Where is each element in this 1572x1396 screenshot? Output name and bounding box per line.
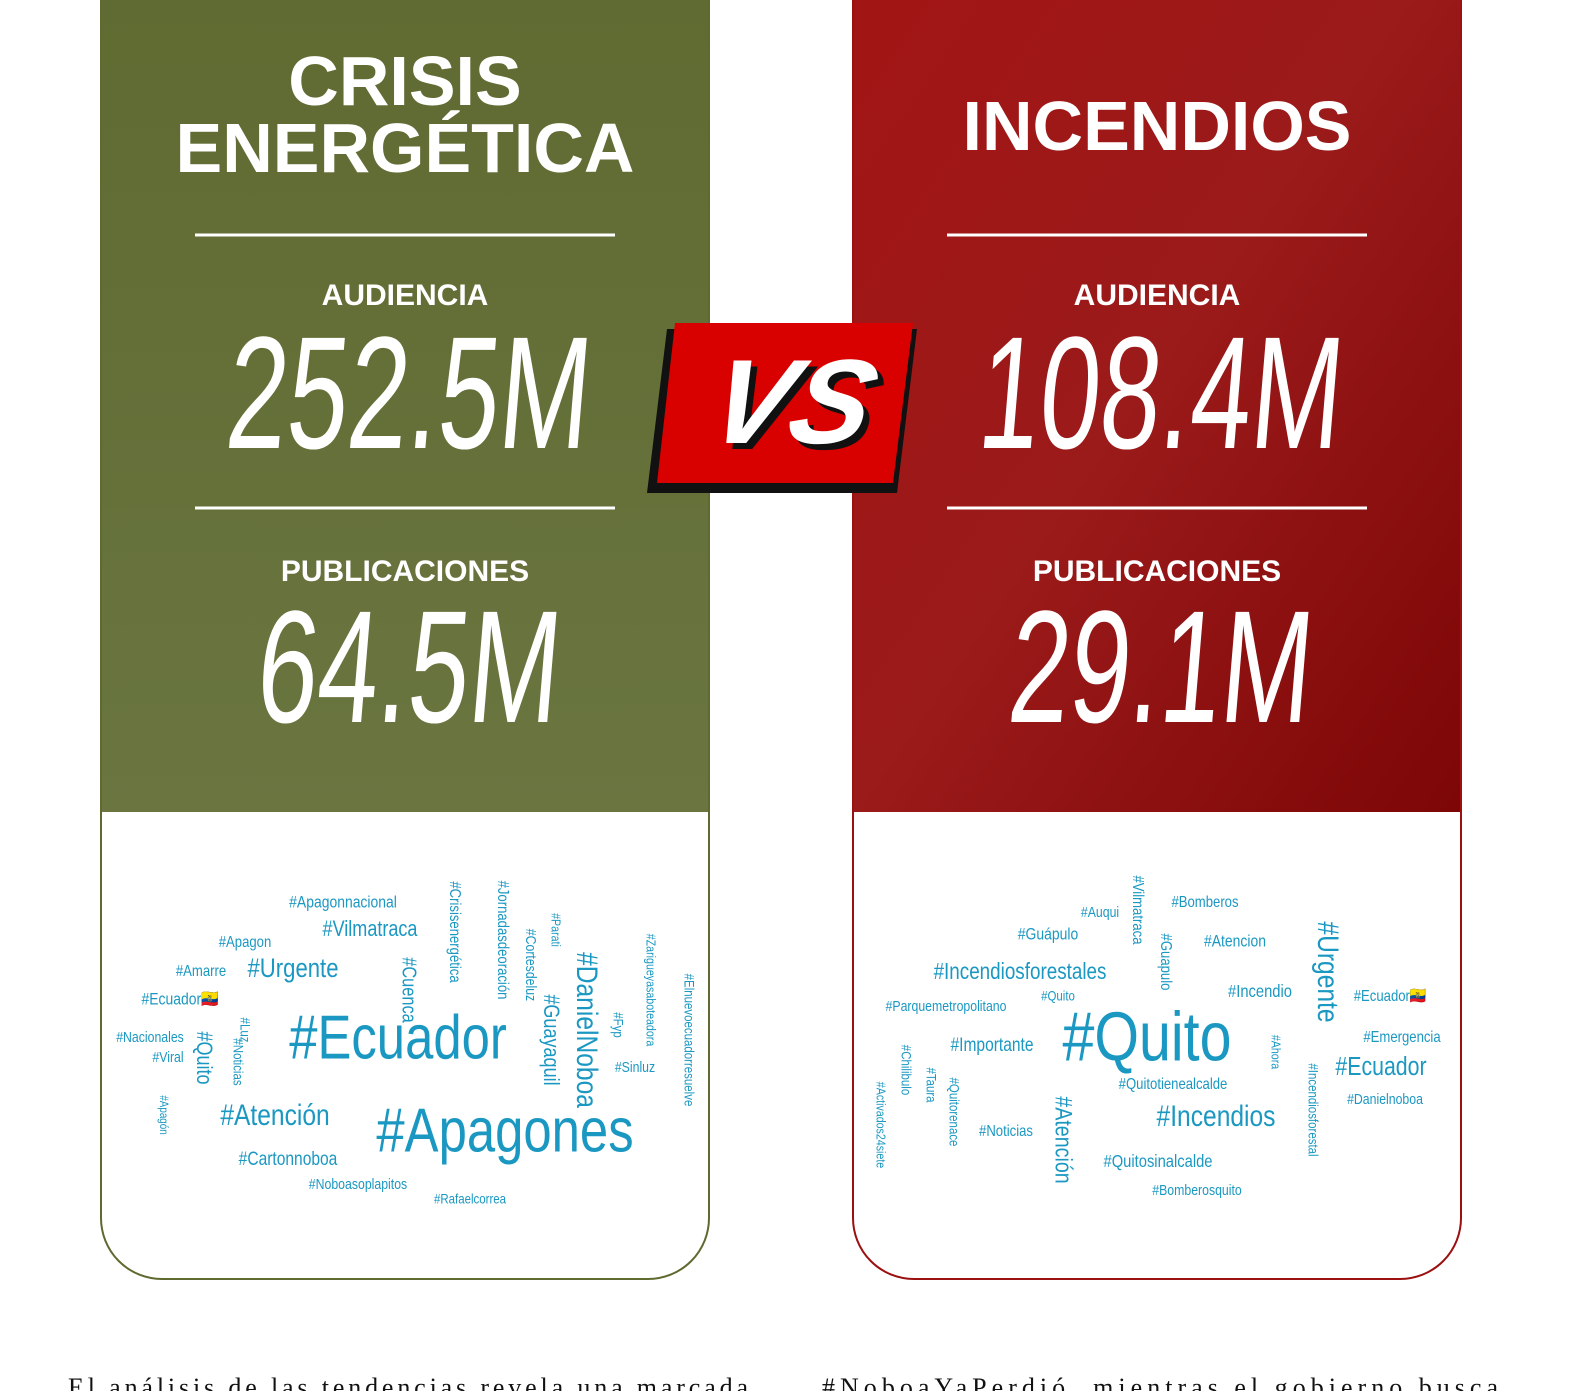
hashtag: #Quitotienealcalde: [1119, 1076, 1228, 1093]
hashtag: #Ecuador: [289, 1004, 507, 1073]
hashtag: #Urgente: [247, 954, 338, 984]
hashtag: #Incendiosforestales: [934, 959, 1107, 984]
hashtag: #Ahora: [1268, 1035, 1283, 1070]
audience-value: 108.4M: [973, 304, 1351, 483]
hashtag: #Quitosinalcalde: [1104, 1151, 1213, 1171]
hashtag: #Danielnoboa: [1347, 1091, 1423, 1107]
hashtag: #Auqui: [1081, 904, 1119, 920]
hashtag: #Noticias: [979, 1123, 1033, 1140]
card-title: INCENDIOS: [963, 87, 1352, 165]
hashtag: #Guápulo: [1018, 925, 1078, 944]
hashtag: #Apagón: [157, 1095, 170, 1134]
page: CRISISENERGÉTICAAUDIENCIA252.5MPUBLICACI…: [0, 0, 1572, 1391]
hashtag: #Guapulo: [1156, 934, 1173, 991]
hashtag: #Ecuador: [1335, 1052, 1426, 1082]
hashtag: #Bomberos: [1171, 894, 1238, 911]
hashtag: #Elnuevoecuadorresuelve: [681, 974, 697, 1107]
hashtag: #Parati: [548, 913, 563, 947]
hashtag: #Guayaquil: [539, 994, 563, 1085]
hashtag: #Quitorenace: [946, 1078, 962, 1147]
hashtag: #Ecuador🇪🇨: [142, 989, 219, 1009]
hashtag: #Quito: [192, 1031, 216, 1084]
hashtag: #Importante: [950, 1034, 1033, 1056]
publications-value: 64.5M: [251, 578, 568, 757]
hashtag: #Jornadasdeoración: [493, 881, 510, 1000]
hashtag: #Cortesdeluz: [523, 929, 539, 1002]
infographic: CRISISENERGÉTICAAUDIENCIA252.5MPUBLICACI…: [0, 0, 1572, 1391]
publications-value: 29.1M: [1003, 578, 1320, 757]
hashtag: #Incendiosforestal: [1305, 1063, 1321, 1156]
hashtag: #Apagonnacional: [289, 893, 397, 912]
hashtag: #Apagon: [219, 934, 272, 951]
hashtag: #Taura: [923, 1067, 939, 1103]
hashtag: #Incendios: [1157, 1099, 1276, 1133]
hashtag: #Amarre: [176, 963, 226, 980]
paragraph-line: #NoboaYaPerdió, mientras el gobierno bus…: [822, 1373, 1498, 1391]
hashtag: #Nacionales: [116, 1029, 184, 1045]
hashtag: #Vilmatraca: [323, 917, 419, 941]
paragraph-line: El análisis de las tendencias revela una…: [68, 1373, 748, 1391]
hashtag: #Noticias: [230, 1038, 246, 1085]
hashtag: #Cuenca: [398, 957, 421, 1023]
hashtag: #Fyp: [610, 1012, 626, 1038]
hashtag: #Emergencia: [1363, 1029, 1441, 1046]
hashtag: #Parquemetropolitano: [886, 998, 1007, 1014]
hashtag: #Incendio: [1228, 981, 1292, 1001]
hashtag: #Zarigueyasaboteadora: [643, 934, 658, 1047]
hashtag: #Atencion: [1204, 932, 1266, 951]
hashtag: #Quito: [1062, 997, 1231, 1076]
hashtag: #DanielNoboa: [571, 952, 605, 1109]
hashtag: #Urgente: [1312, 921, 1346, 1022]
card-title: ENERGÉTICA: [176, 109, 635, 187]
hashtag: #Vilmatraca: [1128, 875, 1145, 945]
hashtag: #Sinluz: [615, 1059, 655, 1075]
hashtag: #Noboasoplapitos: [309, 1176, 408, 1192]
audience-value: 252.5M: [221, 304, 599, 483]
hashtag: #Activados24siete: [873, 1082, 888, 1169]
hashtag: #Atención: [1050, 1096, 1077, 1184]
hashtag: #Atención: [220, 1098, 329, 1132]
hashtag: #Bomberosquito: [1152, 1182, 1242, 1198]
hashtag: #Rafaelcorrea: [434, 1191, 507, 1207]
hashtag: #Chilibulo: [898, 1045, 914, 1095]
hashtag: #Ecuador🇪🇨: [1354, 987, 1426, 1006]
hashtag: #Viral: [152, 1049, 183, 1065]
hashtag: #Cartonnoboa: [239, 1148, 338, 1170]
hashtag: #Crisisenergética: [445, 881, 462, 983]
vs-text: VS: [697, 335, 890, 469]
